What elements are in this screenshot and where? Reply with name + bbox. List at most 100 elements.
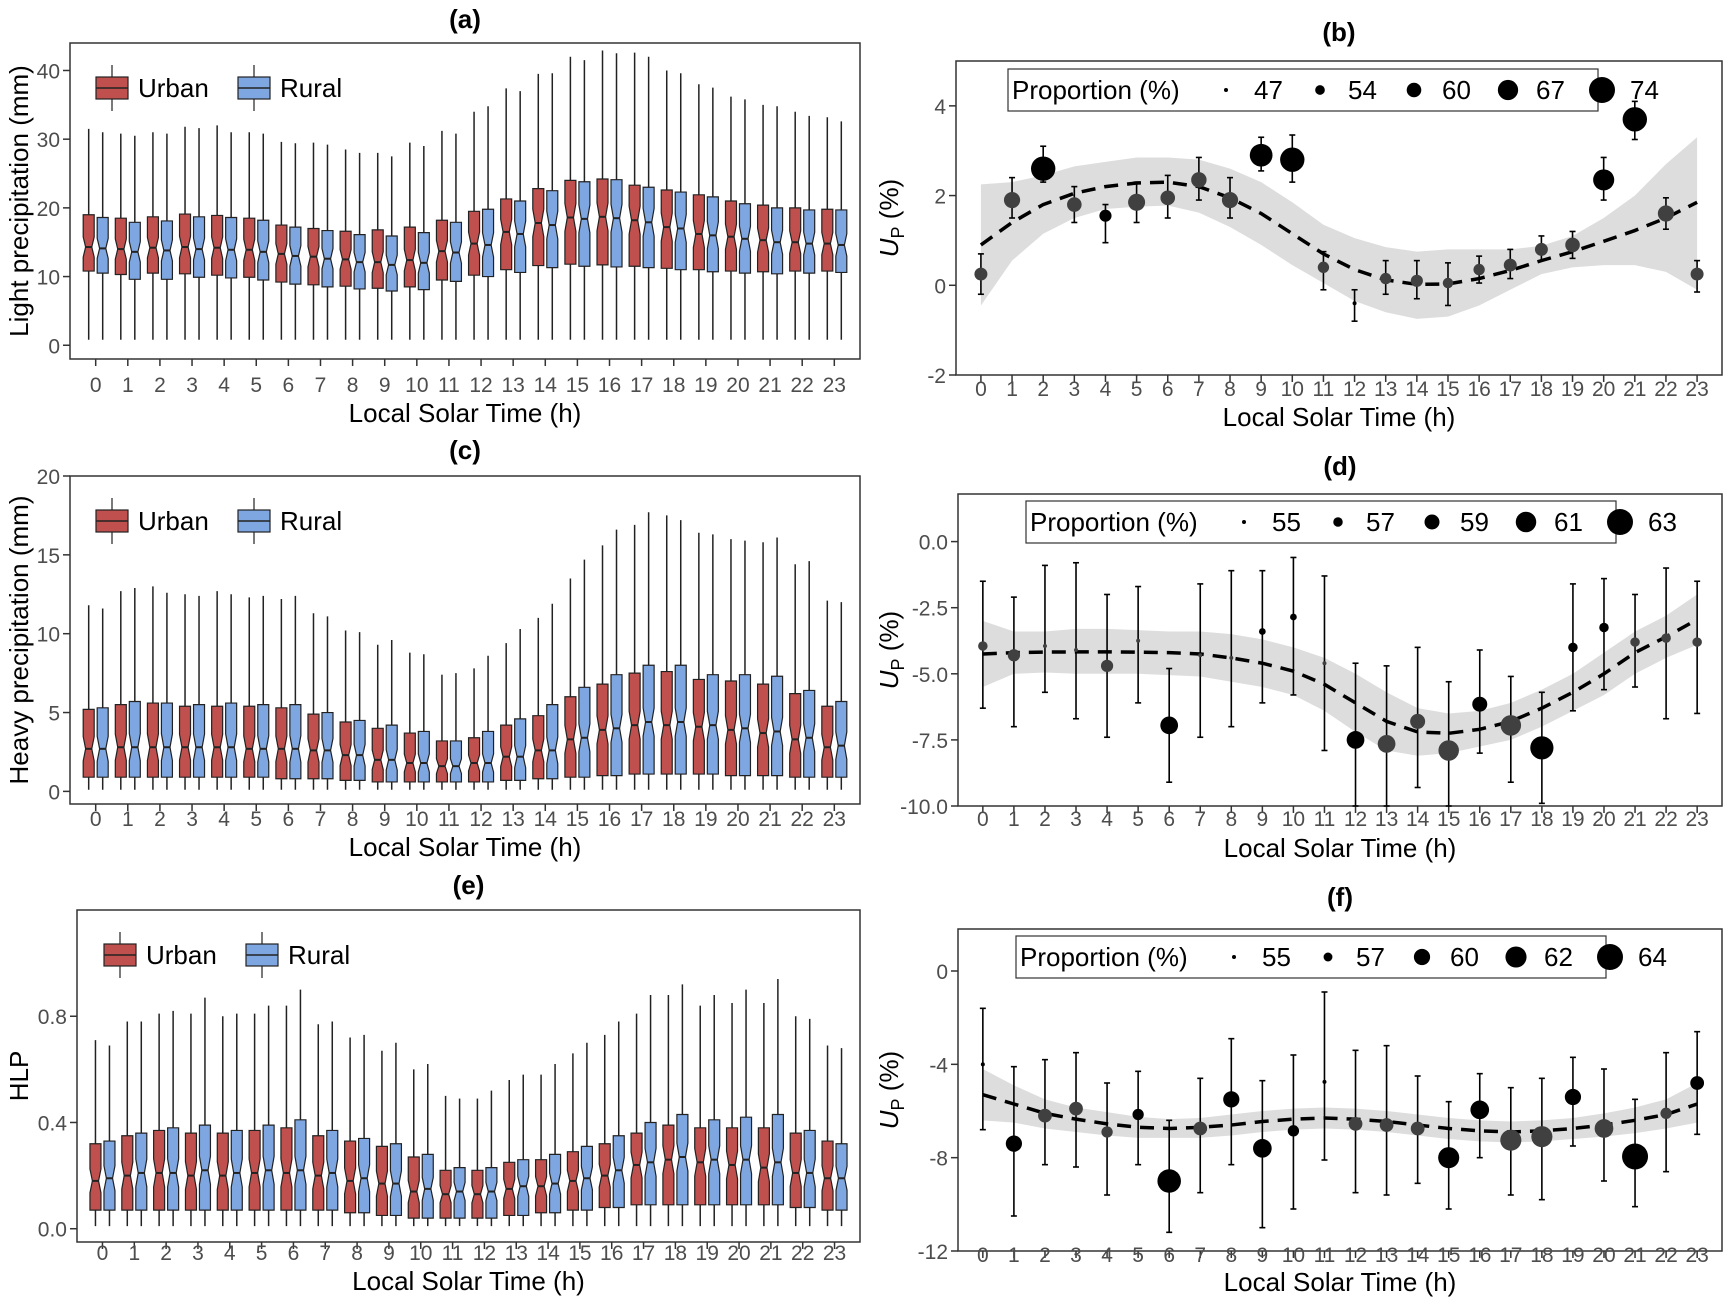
x-tick-label: 11 [1314, 1244, 1336, 1267]
data-point [1594, 1119, 1614, 1138]
data-point [1531, 1126, 1553, 1148]
legend-size-label: 47 [1254, 75, 1283, 105]
x-tick-label: 5 [256, 1242, 268, 1265]
data-point [1128, 193, 1146, 211]
y-axis-label: UP (%) [874, 611, 908, 689]
x-tick-label: 1 [1006, 378, 1018, 401]
x-tick-label: 22 [1654, 808, 1677, 831]
x-tick-label: 19 [1561, 808, 1584, 831]
legend-size-key [1607, 509, 1633, 535]
y-tick-label: 0.0 [38, 1219, 67, 1242]
x-tick-label: 12 [1344, 1244, 1367, 1267]
box-urban [82, 214, 95, 272]
legend-label-urban: Urban [146, 940, 217, 970]
x-tick-label: 17 [630, 808, 653, 831]
data-point [1565, 237, 1580, 253]
data-point [978, 641, 988, 651]
box-urban [312, 1135, 325, 1211]
x-tick-label: 13 [501, 808, 524, 831]
data-point [1322, 1079, 1327, 1084]
legend-size-label: 74 [1630, 75, 1659, 105]
x-tick-label: 15 [1436, 378, 1459, 401]
box-urban [82, 708, 95, 778]
box-urban [789, 693, 802, 778]
x-tick-label: 21 [759, 1242, 782, 1265]
data-point [1160, 190, 1176, 206]
box-rural [803, 689, 816, 778]
x-tick-label: 18 [664, 1242, 687, 1265]
box-urban [153, 1129, 166, 1211]
box-urban [184, 1132, 198, 1211]
data-point [1438, 740, 1459, 761]
plot-frame-e [76, 909, 861, 1243]
legend-size-label: 54 [1348, 75, 1377, 105]
data-point [1442, 277, 1454, 289]
data-point [1379, 1118, 1394, 1132]
y-tick-label: 15 [37, 545, 60, 568]
x-tick-label: 21 [1623, 1244, 1646, 1267]
y-axis-label: Heavy precipitation (mm) [4, 496, 34, 785]
data-point [1290, 613, 1297, 621]
x-tick-label: 17 [632, 1242, 655, 1265]
legend-size-label: 59 [1460, 507, 1489, 537]
y-tick-label: 30 [37, 129, 60, 152]
x-axis-label: Local Solar Time (h) [349, 398, 582, 428]
box-rural [739, 1116, 753, 1206]
data-point [1622, 1143, 1649, 1170]
box-urban [307, 713, 320, 780]
box-rural [192, 216, 206, 278]
x-tick-label: 8 [347, 808, 359, 831]
box-urban [532, 715, 545, 780]
data-point [1132, 1108, 1144, 1121]
y-tick-label: -7.5 [912, 730, 948, 753]
legend-size-label: 57 [1366, 507, 1395, 537]
data-point [1690, 267, 1704, 281]
x-tick-label: 4 [218, 374, 230, 397]
panel-title-d: (d) [1323, 451, 1356, 481]
data-point [1410, 274, 1423, 287]
data-point [1160, 716, 1179, 735]
box-urban [146, 702, 160, 778]
box-rural [546, 704, 559, 780]
box-urban [403, 732, 416, 783]
x-tick-label: 7 [315, 808, 327, 831]
box-urban [243, 705, 256, 778]
legend-size-label: 63 [1648, 507, 1677, 537]
legend-size-key [1515, 511, 1537, 533]
data-point [1229, 655, 1234, 660]
box-urban [724, 680, 738, 777]
legend-title: Proportion (%) [1030, 507, 1198, 537]
data-point [1410, 1121, 1425, 1136]
x-tick-label: 1 [122, 374, 134, 397]
x-tick-label: 0 [977, 808, 989, 831]
x-axis-label: Local Solar Time (h) [1223, 402, 1456, 432]
box-rural [644, 1121, 657, 1206]
data-point [1530, 736, 1554, 760]
box-rural [198, 1124, 212, 1211]
box-urban [248, 1129, 261, 1211]
panel-title-c: (c) [449, 435, 481, 465]
plot-frame-d [957, 493, 1723, 807]
data-point [1377, 734, 1396, 753]
x-tick-label: 4 [1101, 808, 1113, 831]
box-rural [103, 1140, 116, 1211]
box-urban [821, 705, 834, 778]
y-axis-label: HLP [4, 1051, 34, 1102]
box-rural [676, 1113, 689, 1206]
y-tick-label: 0.0 [919, 532, 948, 555]
box-rural [257, 219, 270, 281]
x-tick-label: 22 [791, 808, 814, 831]
box-rural [230, 1129, 243, 1211]
x-tick-label: 12 [1343, 378, 1366, 401]
data-point [1438, 1147, 1460, 1169]
data-point [1352, 301, 1357, 306]
box-urban [178, 705, 192, 778]
box-rural [135, 1132, 148, 1211]
box-rural [192, 704, 206, 778]
legend-title: Proportion (%) [1020, 942, 1188, 972]
data-point [1317, 261, 1330, 274]
x-tick-label: 8 [347, 374, 359, 397]
x-tick-label: 1 [1008, 1244, 1020, 1267]
x-tick-label: 18 [662, 808, 685, 831]
